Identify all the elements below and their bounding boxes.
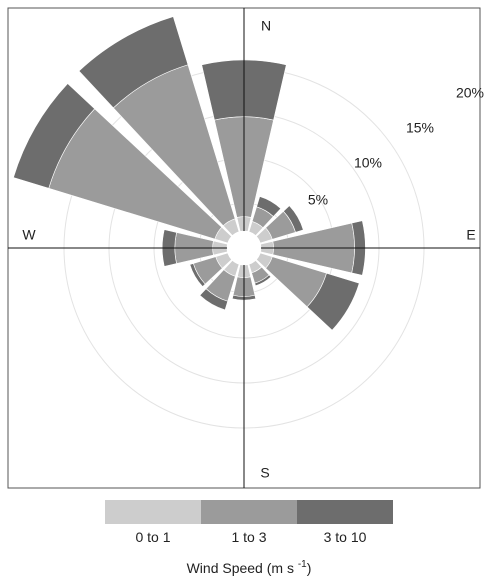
legend: 0 to 1 1 to 3 3 to 10 Wind Speed (m s -1): [105, 500, 393, 576]
direction-label-E: E: [466, 227, 475, 243]
legend-swatch-3: [297, 500, 393, 524]
wind-wedges: [8, 8, 480, 488]
legend-swatch-1: [105, 500, 201, 524]
legend-label-1: 0 to 1: [135, 529, 170, 545]
legend-title: Wind Speed (m s -1): [187, 559, 312, 576]
radial-tick-label: 10%: [354, 155, 382, 171]
direction-label-N: N: [261, 18, 271, 34]
legend-label-2: 1 to 3: [231, 529, 266, 545]
radial-tick-label: 5%: [308, 192, 328, 208]
wedge-NNW-2: [78, 16, 189, 109]
radial-tick-label: 20%: [456, 85, 484, 101]
legend-label-3: 3 to 10: [324, 529, 367, 545]
direction-label-W: W: [22, 227, 36, 243]
wedge-NNE-2: [256, 196, 282, 217]
calm-circle: [227, 231, 261, 265]
wedge-WNW-2: [13, 83, 96, 189]
wedge-SSW-2: [199, 288, 229, 311]
wedge-SSE-2: [254, 274, 272, 287]
radial-tick-label: 15%: [406, 120, 434, 136]
direction-label-S: S: [260, 465, 269, 481]
wedge-WSW-2: [189, 263, 206, 288]
wedge-ENE-2: [282, 205, 304, 233]
chart-labels: N E S W 5% 10% 15% 20%: [22, 18, 484, 481]
wedge-ESE-2: [306, 272, 360, 331]
legend-swatch-2: [201, 500, 297, 524]
